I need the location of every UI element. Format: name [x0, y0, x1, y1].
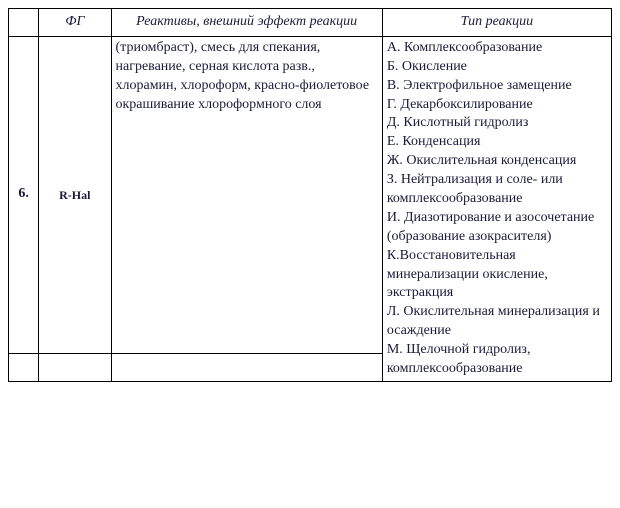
header-type: Тип реакции: [382, 9, 611, 37]
row-reactives: (триомбраст), смесь для спекания, нагрев…: [111, 36, 382, 353]
header-react: Реактивы, внешний эффект реакции: [111, 9, 382, 37]
header-row: ФГ Реактивы, внешний эффект реакции Тип …: [9, 9, 612, 37]
type-i: И. Диазотирование и азосочетание (образо…: [387, 209, 607, 247]
type-zh: Ж. Окислительная конденсация: [387, 152, 607, 171]
type-l: Л. Окислительная минерализация и осажден…: [387, 303, 607, 341]
spacer-fg: [39, 353, 111, 381]
type-b: Б. Окисление: [387, 58, 607, 77]
type-a: А. Комплексообразование: [387, 39, 607, 58]
row-number: 6.: [9, 36, 39, 353]
reaction-types-cell: А. Комплексообразование Б. Окисление В. …: [382, 36, 611, 381]
type-v: В. Электрофильное замещение: [387, 77, 607, 96]
row-fg: R-Hal: [39, 36, 111, 353]
spacer-num: [9, 353, 39, 381]
type-d: Д. Кислотный гидролиз: [387, 114, 607, 133]
type-g: Г. Декарбоксилирование: [387, 96, 607, 115]
type-z: З. Нейтрализация и соле- или комплексооб…: [387, 171, 607, 209]
header-num: [9, 9, 39, 37]
type-e: Е. Конденсация: [387, 133, 607, 152]
reaction-table: ФГ Реактивы, внешний эффект реакции Тип …: [8, 8, 612, 382]
data-row: 6. R-Hal (триомбраст), смесь для спекани…: [9, 36, 612, 353]
type-m: М. Щелочной гидролиз, комплексообразован…: [387, 341, 607, 379]
spacer-react: [111, 353, 382, 381]
header-fg: ФГ: [39, 9, 111, 37]
type-k: К.Восстановительная минерализации окисле…: [387, 247, 607, 304]
